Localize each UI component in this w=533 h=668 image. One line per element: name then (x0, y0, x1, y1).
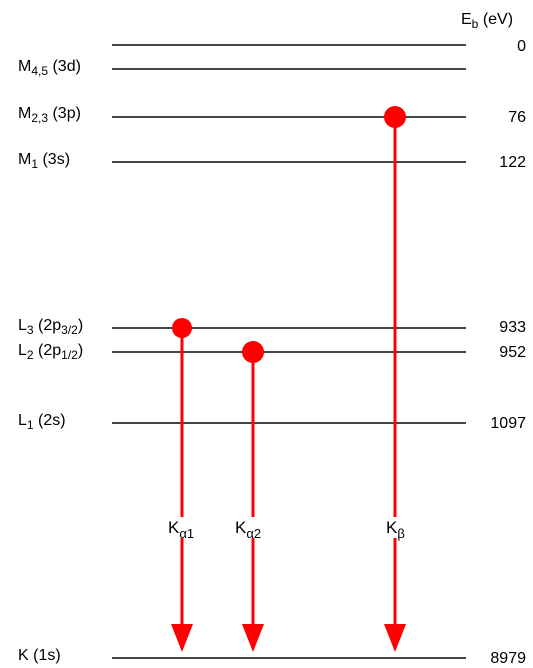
electron-Kb (384, 106, 406, 128)
binding-energy-header: Eb (eV) (461, 11, 514, 31)
level-label-M1: M1 (3s) (18, 151, 71, 171)
level-label-L2: L2 (2p1/2) (18, 342, 84, 362)
transition-label-Kb: Kβ (383, 517, 408, 540)
transition-label-Ka1: Kα1 (165, 517, 198, 540)
arrow-Ka1 (171, 328, 193, 652)
arrow-Kb (384, 117, 406, 652)
energy-value-vacuum: 0 (517, 38, 526, 55)
energy-value-L2: 952 (499, 344, 526, 361)
level-label-L1: L1 (2s) (18, 412, 66, 432)
transition-label-Ka2: Kα2 (232, 517, 265, 540)
energy-value-M23: 76 (508, 109, 526, 126)
energy-value-M1: 122 (499, 154, 526, 171)
energy-value-L3: 933 (499, 319, 526, 336)
level-label-M23: M2,3 (3p) (18, 105, 81, 125)
electron-Ka2 (242, 341, 264, 363)
energy-value-L1: 1097 (490, 415, 526, 432)
arrow-Ka2 (242, 352, 264, 652)
energy-value-K: 8979 (490, 650, 526, 667)
level-label-L3: L3 (2p3/2) (18, 317, 84, 337)
level-label-K: K (1s) (18, 647, 61, 664)
electron-Ka1 (172, 318, 192, 338)
level-label-M45: M4,5 (3d) (18, 58, 81, 78)
